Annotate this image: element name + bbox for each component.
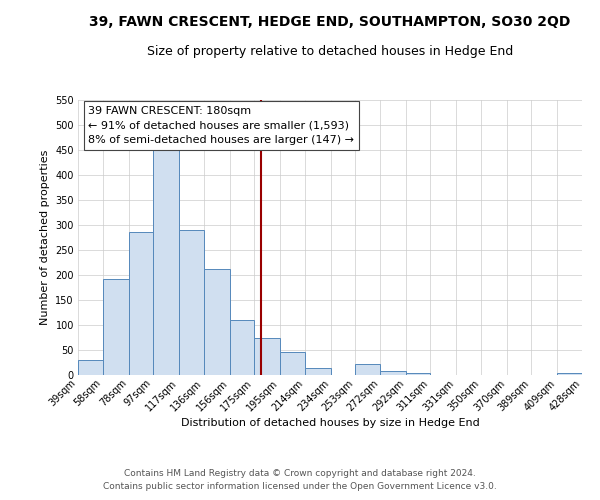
Bar [103, 279, 128, 375]
Bar [380, 371, 406, 375]
Bar [557, 372, 582, 375]
Text: Contains public sector information licensed under the Open Government Licence v3: Contains public sector information licen… [103, 482, 497, 491]
Bar [355, 364, 380, 375]
X-axis label: Distribution of detached houses by size in Hedge End: Distribution of detached houses by size … [181, 418, 479, 428]
Text: Size of property relative to detached houses in Hedge End: Size of property relative to detached ho… [147, 45, 513, 58]
Bar [153, 146, 179, 375]
Bar [203, 268, 230, 375]
Bar [254, 338, 280, 375]
Text: Contains HM Land Registry data © Crown copyright and database right 2024.: Contains HM Land Registry data © Crown c… [124, 468, 476, 477]
Text: 39 FAWN CRESCENT: 180sqm
← 91% of detached houses are smaller (1,593)
8% of semi: 39 FAWN CRESCENT: 180sqm ← 91% of detach… [88, 106, 354, 145]
Text: 39, FAWN CRESCENT, HEDGE END, SOUTHAMPTON, SO30 2QD: 39, FAWN CRESCENT, HEDGE END, SOUTHAMPTO… [89, 15, 571, 29]
Bar [230, 320, 254, 375]
Bar [128, 232, 153, 375]
Bar [305, 368, 331, 375]
Bar [406, 372, 430, 375]
Bar [78, 360, 103, 375]
Y-axis label: Number of detached properties: Number of detached properties [40, 150, 50, 325]
Bar [179, 230, 203, 375]
Bar [280, 352, 305, 375]
